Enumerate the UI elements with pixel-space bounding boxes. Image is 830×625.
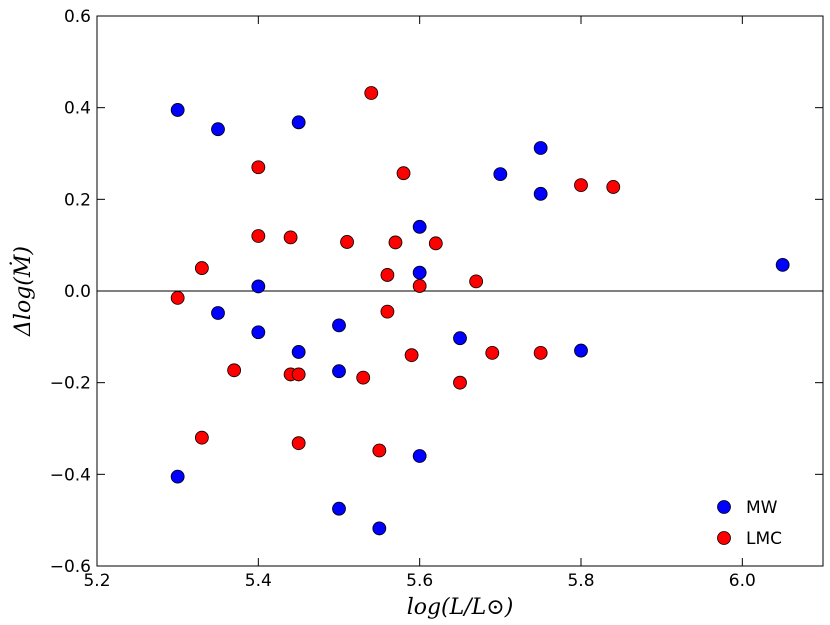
lmc-data-point (372, 443, 387, 458)
lmc-data-point (469, 274, 484, 289)
lmc-data-point (453, 375, 467, 390)
mw-data-point (453, 331, 467, 346)
lmc-data-point (396, 166, 411, 181)
lmc-data-point (485, 345, 500, 360)
lmc-data-point (291, 367, 306, 382)
legend-lmc-label: LMC (746, 529, 782, 549)
x-axis-ticks: 5.2 5.4 5.6 5.8 6.0 (83, 16, 756, 591)
mw-data-point (412, 265, 427, 280)
mw-data-point (775, 257, 790, 272)
mw-data-point (291, 345, 306, 359)
mw-data-point (332, 364, 346, 379)
mw-data-point (533, 141, 548, 155)
mw-data-point (211, 306, 225, 320)
lmc-data-point (251, 160, 266, 175)
lmc-data-point (412, 279, 427, 293)
x-tick-label: 5.8 (567, 571, 594, 591)
lmc-data-point (533, 345, 548, 360)
x-tick-label: 6.0 (729, 571, 756, 591)
lmc-data-point (291, 436, 306, 451)
legend-lmc-marker (717, 531, 731, 545)
lmc-data-point (194, 261, 209, 275)
mw-data-point (533, 186, 548, 201)
y-axis-ticks: −0.6 −0.4 −0.2 0.0 0.2 0.4 0.6 (50, 7, 823, 577)
x-tick-label: 5.2 (83, 571, 110, 591)
lmc-data-point (380, 268, 395, 282)
mw-data-point (170, 103, 185, 117)
y-tick-label: −0.4 (50, 465, 91, 485)
mw-data-point (170, 469, 185, 484)
mw-data-point (251, 279, 266, 294)
mw-data-point (332, 318, 346, 333)
lmc-data-point (251, 229, 266, 243)
data-points (170, 86, 790, 536)
y-tick-label: 0.4 (64, 99, 91, 119)
lmc-data-point (283, 230, 298, 245)
y-tick-label: −0.2 (50, 374, 91, 394)
lmc-data-point (428, 236, 443, 251)
legend: MW LMC (717, 498, 782, 549)
lmc-data-point (340, 235, 354, 249)
x-axis-label: log(L/L⊙) (407, 595, 514, 620)
lmc-data-point (388, 235, 403, 250)
lmc-data-point (574, 178, 588, 193)
mw-data-point (211, 122, 225, 137)
lmc-data-point (606, 180, 621, 194)
mw-data-point (412, 219, 427, 234)
lmc-data-point (227, 363, 242, 378)
mw-data-point (291, 115, 306, 130)
mw-data-point (332, 501, 346, 516)
lmc-data-point (404, 348, 419, 363)
lmc-data-point (194, 430, 209, 445)
mw-data-point (574, 343, 588, 358)
mw-data-point (412, 449, 427, 463)
y-tick-label: 0.0 (64, 282, 91, 302)
lmc-data-point (364, 86, 379, 100)
legend-mw-label: MW (746, 498, 778, 518)
y-axis-label: Δlog(Ṁ) (9, 246, 36, 337)
x-tick-label: 5.4 (245, 571, 272, 591)
mw-data-point (493, 167, 508, 182)
lmc-data-point (170, 290, 185, 305)
y-tick-label: 0.6 (64, 7, 91, 27)
x-tick-label: 5.6 (406, 571, 433, 591)
lmc-data-point (356, 370, 371, 385)
mw-data-point (372, 521, 387, 536)
y-tick-label: 0.2 (64, 190, 91, 210)
legend-mw-marker (717, 500, 731, 514)
y-tick-label: −0.6 (50, 557, 91, 577)
mw-data-point (251, 325, 266, 340)
lmc-data-point (380, 304, 395, 319)
